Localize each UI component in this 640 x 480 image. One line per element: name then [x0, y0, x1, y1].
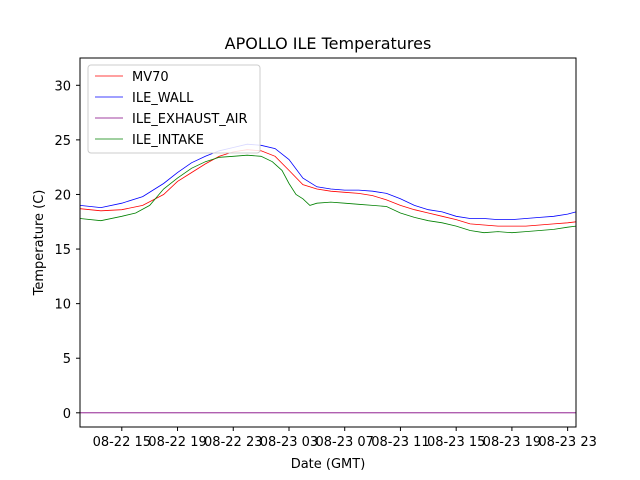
x-tick-label: 08-22 23 — [204, 435, 262, 450]
y-axis-label: Temperature (C) — [32, 190, 47, 297]
legend-label-ile-wall: ILE_WALL — [132, 91, 194, 106]
legend-box — [87, 64, 261, 154]
y-axis: 0 5 10 15 20 25 30 — [54, 79, 80, 422]
x-tick-label: 08-23 23 — [538, 435, 596, 450]
x-tick-label: 08-23 15 — [427, 435, 485, 450]
x-tick-label: 08-22 15 — [93, 435, 151, 450]
x-tick-label: 08-22 19 — [148, 435, 206, 450]
y-tick-label: 0 — [63, 407, 71, 422]
x-tick-label: 08-23 11 — [371, 435, 429, 450]
y-tick-label: 5 — [63, 352, 71, 367]
x-tick-label: 08-23 19 — [483, 435, 541, 450]
legend-label-ile-intake: ILE_INTAKE — [132, 133, 204, 148]
chart-title: APOLLO ILE Temperatures — [225, 34, 432, 53]
plot-frame — [79, 57, 577, 428]
series-line-ile-intake — [79, 154, 577, 234]
series-line-ile-wall — [79, 143, 577, 221]
plot-series — [79, 143, 577, 414]
x-tick-label: 08-23 07 — [315, 435, 373, 450]
y-tick-label: 20 — [54, 188, 71, 203]
x-tick-label: 08-23 03 — [260, 435, 318, 450]
x-axis-label: Date (GMT) — [291, 457, 366, 472]
series-line-mv70 — [79, 149, 577, 227]
legend: MV70 ILE_WALL ILE_EXHAUST_AIR ILE_INTAKE — [87, 64, 261, 154]
y-tick-label: 30 — [54, 79, 71, 94]
legend-label-mv70: MV70 — [132, 70, 169, 85]
y-tick-label: 15 — [54, 243, 71, 258]
legend-label-ile-exhaust-air: ILE_EXHAUST_AIR — [132, 112, 248, 127]
y-tick-label: 10 — [54, 298, 71, 313]
y-tick-label: 25 — [54, 134, 71, 149]
